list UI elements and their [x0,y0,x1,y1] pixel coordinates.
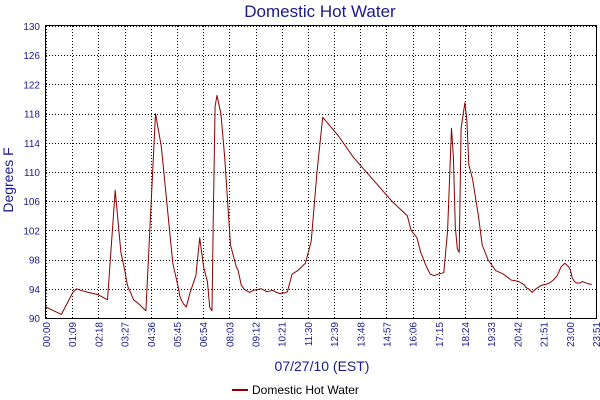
x-tick-label: 21:51 [540,322,551,347]
y-tick-label: 126 [23,51,40,62]
y-tick-label: 130 [23,22,40,33]
chart-title: Domestic Hot Water [244,2,396,21]
y-tick-label: 94 [29,285,41,296]
plot-frame [45,25,597,319]
x-tick-label: 19:33 [487,322,498,347]
x-tick-label: 17:15 [435,322,446,347]
x-tick-label: 11:30 [304,322,315,347]
y-tick-label: 102 [23,226,40,237]
y-tick-label: 90 [29,314,41,325]
y-tick-label: 118 [24,110,40,121]
legend-label: Domestic Hot Water [252,383,359,397]
y-tick-label: 106 [23,197,40,208]
y-axis-label: Degrees F [0,147,16,212]
x-tick-label: 13:48 [356,322,367,347]
x-axis-label: 07/27/10 (EST) [275,358,370,374]
x-tick-label: 10:21 [278,322,289,347]
grid-lines [46,26,597,319]
series-line-domestic-hot-water [45,94,592,315]
legend: Domestic Hot Water [232,383,359,397]
y-tick-labels: 90 94 98 102 106 110 114 118 122 126 130 [23,22,40,325]
x-tick-label: 03:27 [121,322,132,347]
x-tick-label: 09:12 [252,322,263,347]
y-tick-label: 122 [23,80,40,91]
x-tick-label: 12:39 [330,322,341,347]
x-tick-label: 01:09 [68,322,79,347]
x-tick-label: 02:18 [94,322,105,347]
y-tick-label: 114 [24,139,40,150]
x-tick-label: 05:45 [173,322,184,347]
x-tick-label: 04:36 [147,322,158,347]
series-layer [45,94,592,315]
x-tick-label: 23:51 [592,322,600,347]
x-tick-label: 00:00 [42,322,53,347]
x-tick-label: 23:00 [566,322,577,347]
x-tick-label: 06:54 [199,322,210,347]
y-tick-label: 98 [29,256,41,267]
x-tick-label: 18:24 [461,322,472,347]
y-tick-label: 110 [24,168,40,179]
x-tick-labels: 00:00 01:09 02:18 03:27 04:36 05:45 06:54 08:03… [42,322,600,347]
x-tick-label: 16:06 [409,322,420,347]
x-tick-label: 08:03 [225,322,236,347]
x-tick-label: 14:57 [382,322,393,347]
x-tick-label: 20:42 [513,322,524,347]
